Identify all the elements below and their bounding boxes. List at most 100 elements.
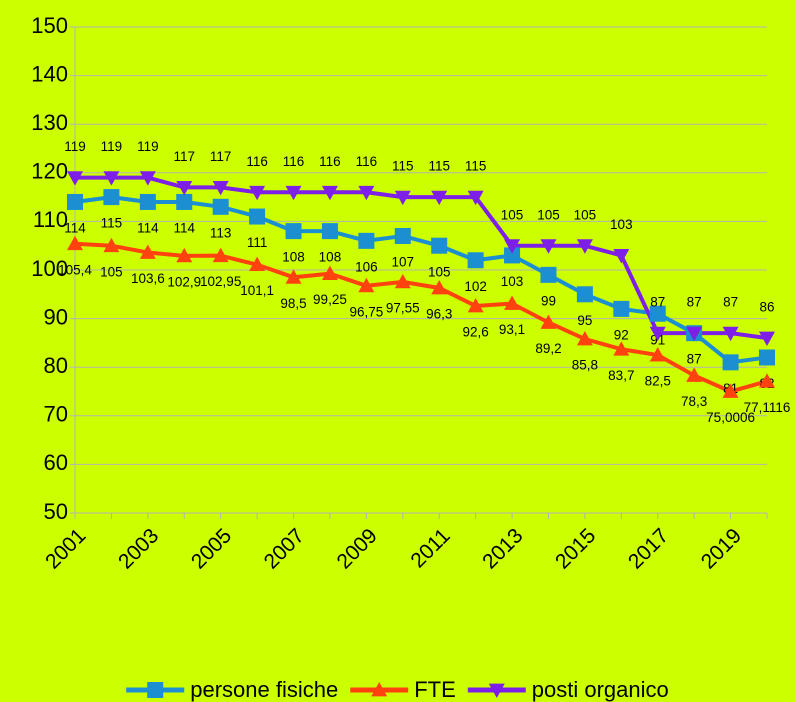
y-tick-label: 110 bbox=[33, 207, 68, 232]
x-tick-label: 2007 bbox=[260, 524, 309, 573]
y-tick-label: 140 bbox=[31, 61, 68, 86]
data-label: 117 bbox=[173, 149, 195, 164]
data-label: 92,6 bbox=[462, 325, 488, 340]
data-label: 82,5 bbox=[645, 374, 671, 389]
data-label: 87 bbox=[650, 295, 665, 310]
marker bbox=[686, 367, 703, 382]
legend-label: FTE bbox=[414, 677, 456, 702]
data-label: 85,8 bbox=[572, 358, 598, 373]
marker bbox=[576, 286, 593, 303]
marker bbox=[431, 237, 448, 254]
data-label: 105,4 bbox=[58, 262, 92, 277]
data-label: 108 bbox=[282, 250, 305, 265]
data-label: 114 bbox=[137, 221, 159, 236]
marker bbox=[285, 185, 302, 201]
data-label: 113 bbox=[210, 225, 232, 240]
marker bbox=[67, 235, 83, 251]
marker bbox=[139, 244, 156, 259]
data-label: 116 bbox=[283, 154, 305, 169]
marker bbox=[103, 171, 120, 186]
data-label: 103 bbox=[501, 274, 524, 289]
data-label: 105 bbox=[100, 264, 123, 279]
marker bbox=[540, 314, 557, 329]
legend-marker bbox=[147, 682, 164, 698]
legend-label: posti organico bbox=[532, 677, 669, 702]
marker bbox=[358, 232, 375, 249]
y-tick-label: 50 bbox=[44, 499, 68, 524]
marker bbox=[686, 326, 703, 342]
data-label: 105 bbox=[428, 264, 451, 279]
marker bbox=[431, 279, 448, 295]
data-label: 95 bbox=[577, 313, 592, 328]
data-label: 78,3 bbox=[681, 394, 707, 409]
data-label: 96,75 bbox=[349, 304, 383, 319]
data-label: 114 bbox=[173, 221, 195, 236]
y-tick-label: 130 bbox=[31, 110, 68, 135]
data-label: 119 bbox=[101, 139, 123, 154]
marker bbox=[285, 269, 302, 284]
data-label: 108 bbox=[319, 250, 342, 265]
data-label: 116 bbox=[246, 154, 268, 169]
data-label: 86 bbox=[759, 300, 774, 315]
x-tick-label: 2019 bbox=[697, 524, 746, 573]
y-tick-label: 150 bbox=[31, 13, 68, 38]
x-tick-label: 2001 bbox=[41, 524, 90, 573]
data-label: 97,55 bbox=[386, 300, 420, 315]
data-label: 106 bbox=[355, 259, 378, 274]
data-label: 83,7 bbox=[608, 368, 634, 383]
marker bbox=[285, 223, 302, 240]
marker bbox=[722, 383, 739, 398]
marker bbox=[576, 331, 593, 346]
marker bbox=[576, 239, 593, 254]
data-label: 87 bbox=[687, 295, 702, 310]
data-label: 75,0006 bbox=[706, 410, 755, 425]
marker bbox=[139, 193, 156, 210]
data-label: 115 bbox=[428, 159, 450, 174]
data-label: 114 bbox=[64, 221, 86, 236]
marker bbox=[103, 237, 120, 253]
marker bbox=[759, 373, 775, 388]
marker bbox=[540, 266, 557, 283]
marker bbox=[649, 326, 666, 342]
marker bbox=[176, 180, 193, 196]
data-label: 115 bbox=[392, 159, 414, 174]
marker bbox=[321, 223, 338, 240]
marker bbox=[67, 171, 83, 186]
data-label: 92 bbox=[614, 327, 629, 342]
marker bbox=[504, 295, 521, 310]
marker bbox=[431, 190, 448, 206]
marker bbox=[321, 185, 338, 201]
legend: persone fisiche FTE posti organico bbox=[126, 677, 669, 702]
marker bbox=[67, 193, 83, 210]
data-label: 105 bbox=[501, 207, 524, 222]
marker bbox=[613, 341, 630, 356]
marker bbox=[212, 247, 229, 263]
marker bbox=[176, 193, 193, 210]
marker bbox=[249, 256, 266, 272]
legend-item: posti organico bbox=[467, 677, 669, 702]
marker bbox=[649, 347, 666, 362]
marker bbox=[249, 208, 266, 225]
x-tick-label: 2015 bbox=[551, 524, 600, 573]
data-label: 115 bbox=[101, 216, 123, 231]
legend-item: persone fisiche bbox=[126, 677, 338, 702]
y-tick-label: 90 bbox=[44, 304, 68, 329]
y-tick-label: 80 bbox=[44, 353, 68, 378]
data-label: 102,95 bbox=[200, 274, 241, 289]
data-label: 101,1 bbox=[240, 283, 274, 298]
x-tick-label: 2011 bbox=[406, 524, 454, 572]
data-label: 105 bbox=[574, 207, 597, 222]
marker bbox=[613, 249, 630, 264]
marker bbox=[722, 354, 739, 371]
legend-item: FTE bbox=[350, 677, 456, 702]
data-label: 77,1116 bbox=[744, 400, 791, 415]
data-label: 116 bbox=[356, 154, 378, 169]
data-label: 99,25 bbox=[313, 292, 347, 307]
marker bbox=[759, 331, 775, 347]
marker bbox=[613, 300, 630, 317]
marker bbox=[504, 239, 521, 254]
data-label: 96,3 bbox=[426, 307, 452, 322]
marker bbox=[467, 252, 484, 269]
y-tick-label: 70 bbox=[44, 402, 68, 427]
